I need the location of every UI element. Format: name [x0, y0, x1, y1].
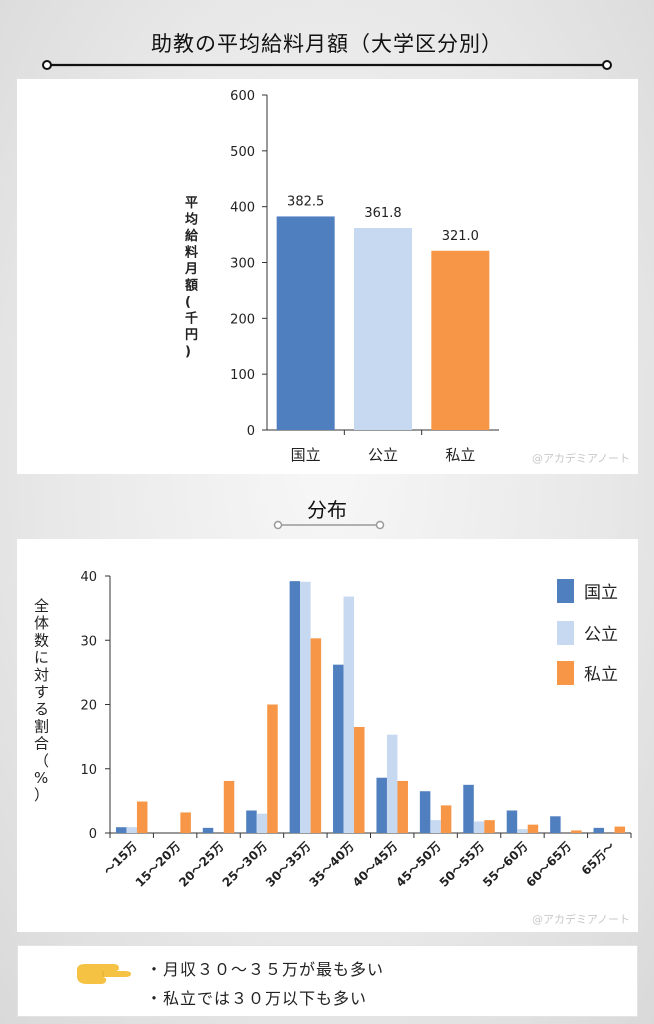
bar-series-2: [386, 734, 398, 833]
distribution-chart-panel: 0 10 20 30 40 ～15万 15～20万 20～25万 25～30万 30～35万 35～…: [17, 539, 638, 932]
bar-series-2: [343, 596, 355, 833]
bar-series-3: [136, 801, 148, 833]
bar-value-label: 321.0: [442, 229, 479, 244]
x-category-label: 30～35万: [263, 839, 313, 889]
legend-swatch-3: [557, 661, 574, 685]
x-category-label: 国立: [291, 446, 321, 464]
watermark: @アカデミアノート: [532, 451, 630, 465]
x-category-label: 55～60万: [480, 839, 530, 889]
summary-box: ・月収３０～３５万が最も多い ・私立では３０万以下も多い: [17, 945, 638, 1017]
section-divider: [273, 520, 385, 530]
bar-public: [354, 227, 412, 430]
bar-series-1: [246, 810, 257, 833]
bar-series-2: [126, 827, 137, 833]
x-category-label: 45～50万: [393, 839, 443, 889]
y-tick-label: 20: [80, 699, 97, 714]
y-tick-label: 30: [80, 634, 97, 649]
bar-series-1: [376, 777, 387, 833]
bar-series-1: [333, 664, 344, 833]
bar-series-3: [354, 726, 365, 833]
y-tick-label: 10: [80, 763, 97, 778]
bar-series-3: [397, 780, 408, 833]
y-tick-label: 200: [230, 312, 255, 327]
section-title: 分布: [307, 498, 347, 522]
bar-series-2: [300, 581, 311, 833]
y-tick-label: 300: [230, 257, 255, 272]
x-category-label: 35～40万: [306, 839, 356, 889]
x-category-label: 20～25万: [176, 839, 226, 889]
y-tick-label: 0: [89, 827, 97, 842]
bar-series-3: [614, 826, 626, 833]
bar-value-label: 382.5: [287, 194, 324, 209]
legend-swatch-2: [557, 621, 574, 645]
y-tick-label: 40: [80, 570, 97, 585]
note-line-2: ・私立では３０万以下も多い: [146, 989, 368, 1008]
x-category-label: 私立: [445, 446, 475, 464]
bar-series-2: [256, 813, 268, 833]
bar-series-1: [419, 791, 431, 833]
bar-series-1: [202, 827, 214, 833]
average-salary-bar-chart: 0 100 200 300 400 500 600 382.5 国立 361.8 公立 321.0 私立…: [184, 89, 630, 465]
y-axis-label: 全体数に対する割合（%）: [34, 597, 49, 804]
legend-label: 国立: [584, 583, 618, 603]
y-tick-label: 400: [230, 201, 255, 216]
legend-label: 私立: [584, 665, 618, 685]
page-title: 助教の平均給料月額（大学区分別）: [151, 32, 503, 56]
legend-swatch-1: [557, 579, 574, 603]
y-tick-label: 500: [230, 145, 255, 160]
bar-series-1: [463, 784, 474, 833]
bar-series-2: [517, 829, 528, 833]
y-tick-label: 0: [247, 424, 255, 439]
bar-series-3: [484, 820, 495, 833]
bar-series-1: [550, 816, 561, 833]
bar-series-2: [430, 820, 441, 833]
bar-series-3: [571, 830, 582, 833]
bar-series-3: [223, 780, 235, 833]
average-salary-chart-panel: 0 100 200 300 400 500 600 382.5 国立 361.8 公立 321.0 私立…: [17, 79, 638, 474]
bar-series-1: [289, 581, 301, 833]
x-category-label: 40～45万: [350, 839, 400, 889]
bar-series-1: [506, 810, 518, 833]
x-category-label: ～15万: [101, 839, 140, 878]
bar-series-3: [267, 704, 278, 833]
distribution-bar-chart: 0 10 20 30 40 ～15万15～20万20～25万25～30万30～35万35～…: [34, 570, 632, 926]
x-category-label: 公立: [368, 446, 398, 464]
title-divider: [42, 60, 612, 70]
y-axis-label: 平均給料月額(千円): [184, 196, 199, 360]
x-category-label: 50～55万: [437, 839, 487, 889]
watermark: @アカデミアノート: [532, 912, 630, 926]
x-category-label: 25～30万: [220, 839, 270, 889]
y-tick-label: 100: [230, 368, 255, 383]
bar-series-3: [527, 824, 539, 833]
bar-national: [276, 216, 335, 430]
x-category-label: 15～20万: [133, 839, 183, 889]
y-tick-label: 600: [230, 89, 255, 104]
bar-series-1: [593, 827, 605, 833]
bar-value-label: 361.8: [364, 206, 401, 221]
bar-series-3: [440, 805, 452, 833]
bar-series-3: [180, 812, 191, 833]
note-line-1: ・月収３０～３５万が最も多い: [146, 960, 385, 979]
bar-series-2: [473, 821, 485, 833]
bar-series-1: [115, 827, 127, 833]
bar-series-3: [310, 638, 322, 833]
legend-label: 公立: [584, 625, 618, 645]
x-category-label: 65万～: [579, 839, 618, 878]
pointing-hand-icon: [77, 964, 131, 984]
bar-private: [431, 250, 490, 430]
x-category-label: 60～65万: [524, 839, 574, 889]
